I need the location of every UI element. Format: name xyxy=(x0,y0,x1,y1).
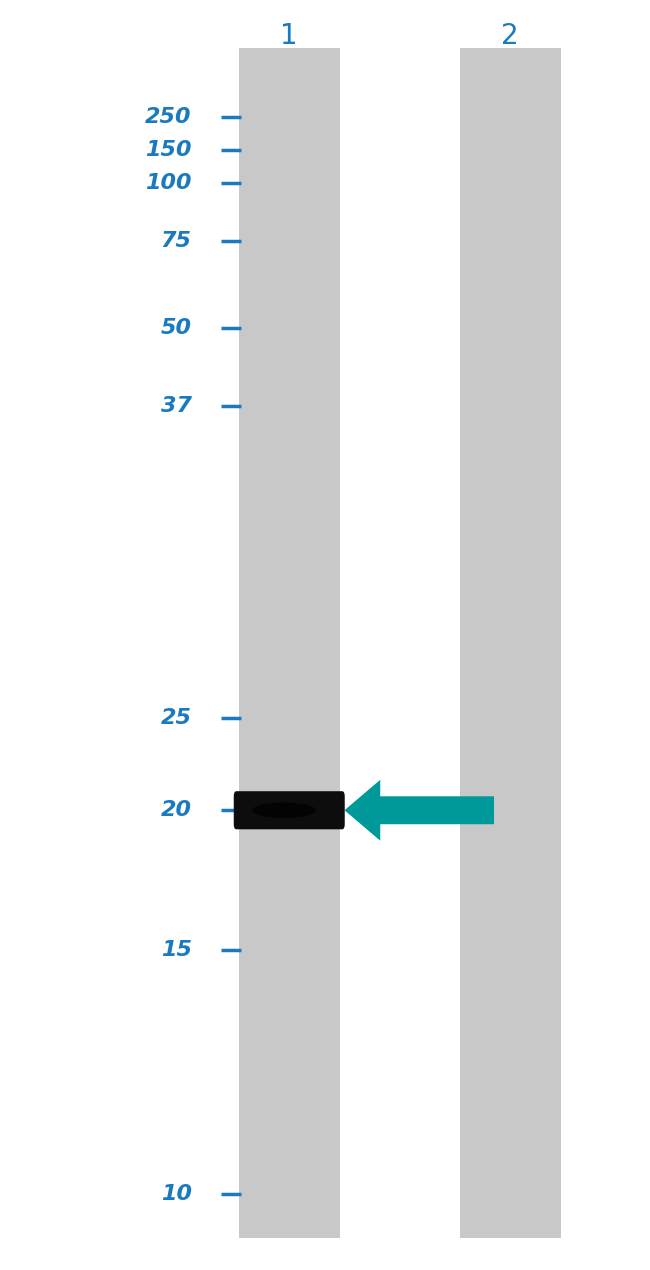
Text: 2: 2 xyxy=(501,22,519,50)
Bar xyxy=(239,48,339,1238)
Text: 37: 37 xyxy=(161,396,192,417)
Text: 15: 15 xyxy=(161,940,192,960)
Text: 20: 20 xyxy=(161,800,192,820)
Bar xyxy=(460,48,560,1238)
Text: 25: 25 xyxy=(161,707,192,728)
Text: 50: 50 xyxy=(161,318,192,338)
Text: 100: 100 xyxy=(145,173,192,193)
FancyArrow shape xyxy=(344,780,494,841)
Text: 150: 150 xyxy=(145,140,192,160)
Text: 75: 75 xyxy=(161,231,192,251)
Ellipse shape xyxy=(252,803,316,818)
FancyBboxPatch shape xyxy=(234,791,344,829)
Text: 10: 10 xyxy=(161,1184,192,1204)
Text: 250: 250 xyxy=(145,107,192,127)
Text: 1: 1 xyxy=(280,22,298,50)
